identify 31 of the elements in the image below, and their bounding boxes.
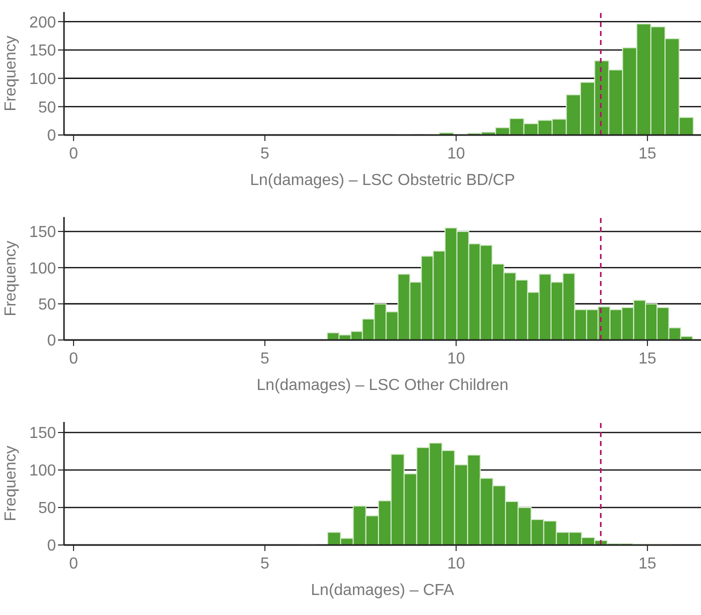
- x-axis-title: Ln(damages) – LSC Obstetric BD/CP: [250, 172, 515, 189]
- x-tick-label: 10: [447, 350, 466, 368]
- x-tick-label: 5: [260, 145, 270, 162]
- y-tick-label: 100: [29, 462, 56, 480]
- x-tick-label: 10: [447, 145, 466, 162]
- x-tick-label: 15: [638, 350, 656, 368]
- y-tick-label: 0: [47, 332, 56, 350]
- y-tick-label: 150: [29, 224, 56, 242]
- y-tick-label: 200: [29, 14, 56, 32]
- y-axis-title: Frequency: [2, 446, 20, 522]
- x-tick-label: 5: [260, 350, 270, 368]
- y-tick-label: 100: [29, 71, 56, 88]
- y-tick-label: 50: [38, 99, 56, 116]
- y-tick-label: 50: [38, 296, 56, 314]
- x-axis-title: Ln(damages) – LSC Other Children: [256, 377, 508, 394]
- y-axis-title: Frequency: [2, 240, 20, 316]
- x-tick-label: 0: [69, 555, 78, 572]
- y-tick-label: 50: [38, 500, 56, 518]
- x-tick-label: 0: [69, 145, 78, 162]
- x-tick-label: 5: [260, 555, 270, 572]
- y-tick-label: 100: [29, 260, 56, 278]
- y-tick-label: 0: [47, 128, 56, 145]
- x-tick-label: 15: [638, 555, 656, 572]
- x-tick-label: 15: [638, 145, 656, 162]
- y-tick-label: 150: [29, 42, 56, 60]
- x-axis-title: Ln(damages) – CFA: [310, 582, 454, 599]
- x-tick-label: 10: [447, 555, 466, 572]
- x-tick-label: 0: [69, 350, 78, 368]
- y-axis-title: Frequency: [2, 36, 20, 112]
- y-tick-label: 150: [29, 425, 56, 442]
- y-tick-label: 0: [47, 538, 56, 555]
